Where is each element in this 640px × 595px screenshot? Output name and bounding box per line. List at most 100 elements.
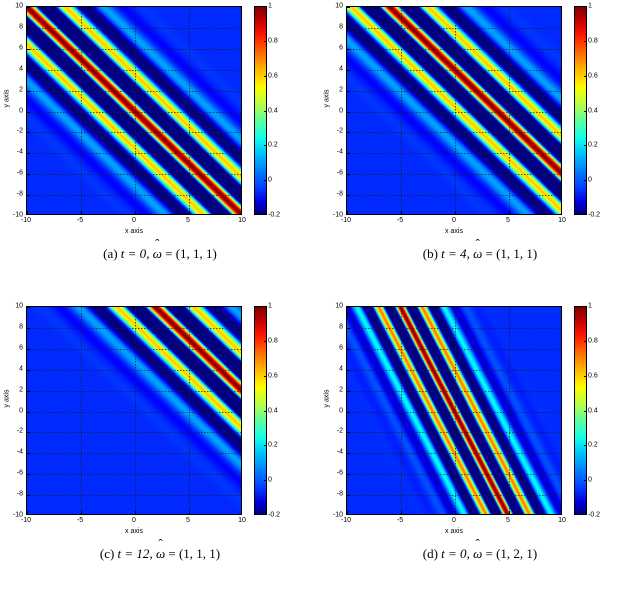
- caption-omega-value-c: = (1, 1, 1): [168, 546, 221, 561]
- x-tick-label: -5: [76, 217, 84, 224]
- y-tick-label: -8: [16, 190, 23, 198]
- y-tick-label: 0: [339, 107, 343, 114]
- colorbar-tick-label: -0.2: [268, 511, 281, 519]
- y-axis-label-c: y axis: [3, 389, 11, 408]
- colorbar-tick-label: 0.6: [268, 72, 278, 80]
- y-tick-label: -2: [16, 427, 23, 435]
- x-tick-label: -10: [340, 517, 352, 524]
- colorbar-tick-mark: [264, 480, 267, 482]
- hat-accent-a: ˆ: [155, 237, 160, 252]
- hat-accent-d: ˆ: [475, 537, 480, 552]
- plot-area-b: -10 -5 0 5 10 10 8 6 4 2 0 -2 -4 -6 -8 -10 x axis y ax…: [320, 0, 640, 240]
- y-tick-label: -10: [12, 211, 23, 219]
- y-tick-label: 0: [19, 107, 23, 114]
- y-tick-label: -10: [332, 511, 343, 519]
- colorbar-tick-mark: [584, 110, 587, 112]
- y-tick-label: -10: [332, 211, 343, 219]
- y-axis-label-d: y axis: [323, 389, 331, 408]
- caption-omega-value-d: = (1, 2, 1): [485, 546, 538, 561]
- y-tick-label: -4: [336, 148, 343, 156]
- colorbar-tick-label: 1: [268, 2, 272, 10]
- y-tick-label: -6: [336, 169, 343, 177]
- y-tick-label: 10: [15, 302, 23, 310]
- axes-d: [346, 306, 562, 515]
- x-tick-label: 0: [132, 517, 136, 524]
- y-tick-label: -6: [16, 169, 23, 177]
- heatmap-canvas-d: [347, 307, 561, 514]
- x-tick-label: 0: [452, 517, 456, 524]
- x-tick-label: 10: [238, 517, 246, 524]
- colorbar-tick-label: 0.4: [588, 107, 598, 114]
- colorbar-tick-label: 1: [588, 302, 592, 310]
- y-axis-label-b: y axis: [323, 89, 331, 108]
- colorbar-tick-label: 0.4: [268, 407, 278, 414]
- x-tick-label: -5: [76, 517, 84, 524]
- colorbar-tick-mark: [584, 40, 587, 42]
- caption-comma-c: ,: [149, 546, 156, 561]
- plot-area-d: -10 -5 0 5 10 10 8 6 4 2 0 -2 -4 -6 -8 -10 x axis y ax…: [320, 300, 640, 540]
- x-tick-label: 10: [238, 217, 246, 224]
- x-tick-label: 10: [558, 517, 566, 524]
- omega-glyph-c: ω: [155, 546, 166, 561]
- caption-comma-d: ,: [466, 546, 474, 561]
- heatmap-canvas-b: [347, 7, 561, 214]
- y-tick-label: 4: [19, 365, 23, 373]
- x-axis-label-c: x axis: [125, 528, 143, 535]
- colorbar-tick-label: -0.2: [588, 211, 601, 219]
- x-tick-label: 0: [452, 217, 456, 224]
- colorbar-tick-label: 0.2: [588, 141, 598, 149]
- colorbar-tick-label: 0.8: [588, 337, 598, 345]
- plot-area-c: -10 -5 0 5 10 10 8 6 4 2 0 -2 -4 -6 -8 -10 x axis y ax…: [0, 300, 320, 540]
- colorbar-tick-label: 0.2: [588, 441, 598, 449]
- axes-b: [346, 6, 562, 215]
- hat-accent-b: ˆ: [475, 237, 480, 252]
- colorbar-tick-label: 0.4: [588, 407, 598, 414]
- y-tick-label: -4: [16, 448, 23, 456]
- colorbar-tick-label: 0: [588, 176, 592, 184]
- colorbar-tick-mark: [584, 75, 587, 77]
- y-tick-label: 8: [339, 23, 343, 31]
- y-tick-label: -8: [336, 190, 343, 198]
- heatmap-canvas-c: [27, 307, 241, 514]
- y-tick-label: 10: [15, 2, 23, 10]
- colorbar-tick-mark: [264, 75, 267, 77]
- y-tick-label: 8: [19, 323, 23, 331]
- colorbar-tick-label: -0.2: [588, 511, 601, 519]
- y-tick-label: -2: [336, 427, 343, 435]
- y-tick-label: 0: [339, 407, 343, 414]
- caption-label-b: (b): [422, 246, 438, 261]
- x-tick-label: -5: [396, 517, 404, 524]
- omega-glyph-b: ω: [473, 246, 483, 261]
- y-tick-label: 10: [335, 302, 343, 310]
- y-tick-label: -10: [12, 511, 23, 519]
- y-tick-label: 4: [19, 65, 23, 73]
- caption-time-a: t = 0: [120, 246, 147, 261]
- colorbar-tick-label: 0.8: [268, 337, 278, 345]
- x-tick-label: 0: [132, 217, 136, 224]
- y-tick-label: 2: [19, 86, 23, 94]
- colorbar-tick-mark: [264, 180, 267, 182]
- y-tick-label: -2: [336, 127, 343, 135]
- colorbar-tick-mark: [264, 110, 267, 112]
- caption-omega-value-b: = (1, 1, 1): [485, 246, 538, 261]
- plot-area-a: -10 -5 0 5 10 10 8 6 4 2 0 -2 -4 -6 -8 -10 x axis y ax…: [0, 0, 320, 240]
- colorbar-tick-mark: [584, 445, 587, 447]
- caption-comma-b: ,: [466, 246, 474, 261]
- y-tick-label: 2: [339, 386, 343, 394]
- caption-label-a: (a): [103, 246, 118, 261]
- x-axis-label-a: x axis: [125, 228, 143, 235]
- colorbar-tick-label: 0.6: [588, 372, 598, 380]
- y-tick-label: 6: [339, 44, 343, 52]
- y-tick-label: 4: [339, 65, 343, 73]
- x-tick-label: -5: [396, 217, 404, 224]
- panel-d: -10 -5 0 5 10 10 8 6 4 2 0 -2 -4 -6 -8 -10 x axis y ax…: [320, 300, 640, 595]
- y-tick-label: 2: [19, 386, 23, 394]
- y-tick-label: 4: [339, 365, 343, 373]
- y-tick-label: 8: [19, 23, 23, 31]
- x-tick-label: -10: [20, 217, 32, 224]
